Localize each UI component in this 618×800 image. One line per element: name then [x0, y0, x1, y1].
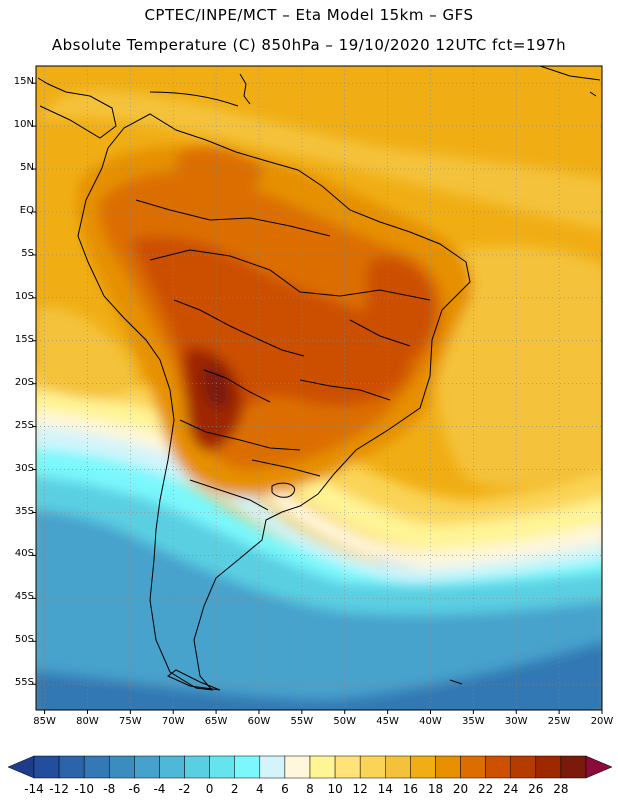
colorbar-swatch [359, 755, 386, 779]
colorbar-tick-label: 18 [427, 782, 444, 796]
lat-label: 30S [14, 462, 34, 474]
colorbar-swatch [510, 755, 537, 779]
colorbar-swatch [460, 755, 486, 779]
lon-label: 80W [76, 716, 99, 727]
colorbar-swatch [83, 755, 110, 779]
colorbar-tick-label: 20 [452, 782, 469, 796]
colorbar-swatch [560, 755, 587, 779]
colorbar-tick-label: -8 [103, 782, 116, 796]
colorbar-tick-label: -6 [128, 782, 141, 796]
colorbar-swatch [209, 755, 235, 779]
colorbar-swatch [159, 755, 185, 779]
band-north [175, 145, 263, 195]
colorbar [7, 755, 613, 779]
colorbar-swatch [485, 755, 511, 779]
colorbar-tick-label: -10 [74, 782, 94, 796]
band-gold2 [40, 90, 602, 229]
lat-label: 15S [14, 333, 34, 345]
lat-label: 10N [13, 119, 34, 131]
band-gold1 [436, 246, 602, 488]
lon-label: 35W [462, 716, 485, 727]
plot-frame [35, 65, 603, 711]
lat-label: 20S [14, 376, 34, 388]
colorbar-tick-label: 6 [281, 782, 289, 796]
colorbar-tick-label: 16 [402, 782, 418, 796]
lat-label: 5S [21, 247, 34, 259]
map-subtitle: Absolute Temperature (C) 850hPa – 19/10/… [51, 36, 567, 54]
colorbar-swatch [109, 755, 135, 779]
colorbar-tick-label: 22 [477, 782, 494, 796]
band-gold3 [36, 307, 134, 400]
lat-label: 5N [20, 162, 34, 174]
lat-label: EQ [19, 204, 34, 216]
colorbar-swatch [33, 755, 60, 779]
lon-label: 40W [419, 716, 442, 727]
lon-label: 85W [33, 716, 56, 727]
colorbar-tick-label: 2 [230, 782, 239, 796]
colorbar-swatch [58, 755, 85, 779]
lon-label: 20W [590, 716, 614, 727]
coastline [37, 65, 601, 691]
lat-label: 40S [14, 548, 34, 560]
lon-label: 55W [290, 716, 314, 727]
colorbar-tick-label: -14 [24, 782, 44, 796]
colorbar-tick-label: 28 [553, 782, 569, 796]
colorbar-swatch [234, 755, 261, 779]
map-title: CPTEC/INPE/MCT – Eta Model 15km – GFS [144, 6, 474, 24]
colorbar-swatch [309, 755, 336, 779]
lon-label: 60W [247, 716, 271, 727]
lon-label: 30W [504, 716, 528, 727]
temperature-field [36, 66, 602, 710]
colorbar-tick-label: 14 [377, 782, 393, 796]
colorbar-tick-label: 24 [503, 782, 519, 796]
colorbar-tick-label: 8 [306, 782, 314, 796]
colorbar-tick-label: 26 [528, 782, 544, 796]
colorbar-swatch [284, 755, 311, 779]
colorbar-high-arrow [585, 755, 613, 779]
band-ne [364, 257, 436, 366]
lon-label: 65W [204, 716, 228, 727]
lat-label: 10S [14, 290, 34, 302]
lat-label: 15N [13, 76, 34, 88]
colorbar-tick-label: 10 [327, 782, 343, 796]
lon-label: 75W [119, 716, 142, 727]
lat-label: 35S [14, 505, 34, 517]
colorbar-swatch [259, 755, 286, 779]
colorbar-swatch [184, 755, 210, 779]
lat-label: 55S [14, 677, 34, 689]
lon-label: 50W [333, 716, 357, 727]
colorbar-tick-label: 0 [205, 782, 214, 796]
lat-label: 25S [14, 419, 34, 431]
colorbar-swatch [334, 755, 361, 779]
band-mid [36, 442, 602, 700]
lon-label: 45W [376, 716, 399, 727]
colorbar-swatch [535, 755, 562, 779]
colorbar-tick-label: 12 [352, 782, 368, 796]
colorbar-tick-label: -2 [178, 782, 191, 796]
colorbar-swatch [410, 755, 436, 779]
colorbar-swatch [385, 755, 411, 779]
colorbar-tick-label: 4 [255, 782, 264, 796]
colorbar-tick-label: -12 [49, 782, 69, 796]
colorbar-low-arrow [7, 755, 35, 779]
lon-label: 70W [161, 716, 185, 727]
colorbar-tick-label: -4 [153, 782, 166, 796]
lon-label: 25W [547, 716, 571, 727]
lat-label: 45S [14, 591, 34, 603]
colorbar-swatch [134, 755, 160, 779]
lat-label: 50S [14, 634, 34, 646]
colorbar-swatch [435, 755, 461, 779]
